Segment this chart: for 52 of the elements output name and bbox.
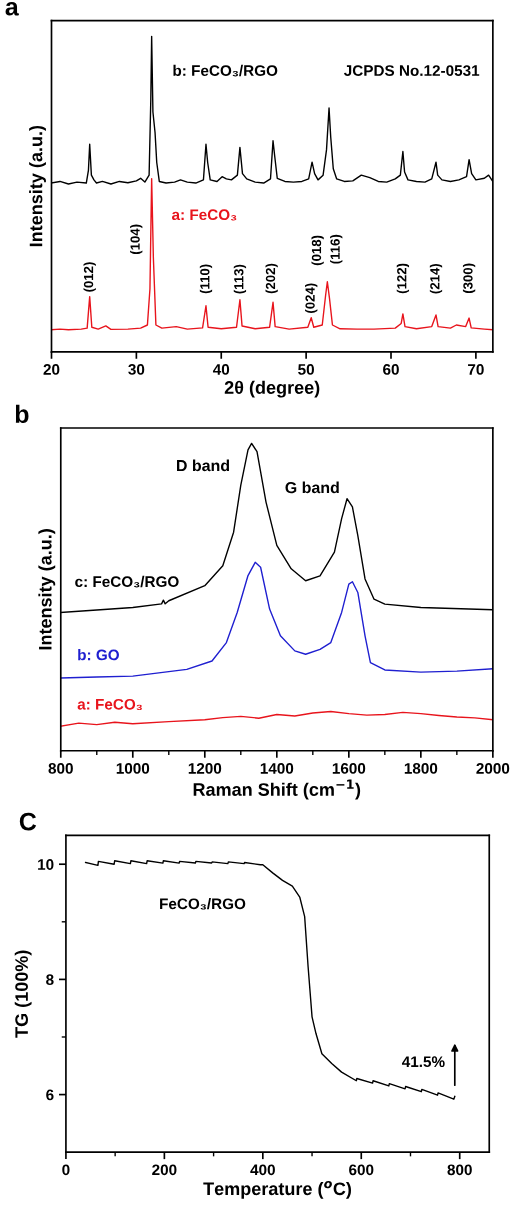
chart-title: C — [19, 812, 37, 831]
line-series — [84, 860, 456, 1100]
annotation: 41.5% — [401, 1056, 445, 1068]
annotation: JCPDS No.12-0531 — [343, 65, 480, 77]
x-axis-title: 2θ (degree) — [224, 380, 320, 398]
y-axis-title: TG (100%) — [14, 950, 32, 1038]
x-tick-label: 20 — [43, 364, 60, 375]
annotation: (214) — [429, 263, 443, 294]
x-tick-label: 600 — [349, 1164, 374, 1176]
chart-title: b — [15, 404, 29, 424]
x-tick-label: 50 — [298, 364, 314, 375]
y-tick-label: 6 — [46, 1089, 54, 1101]
x-tick-label: 400 — [250, 1164, 275, 1176]
y-axis-title: Intensity (a.u.) — [38, 529, 56, 650]
annotation: (018) — [311, 235, 324, 266]
x-axis-title: Raman Shift (cm$^{−1}$) — [193, 779, 361, 800]
x-tick-label: 1000 — [116, 763, 150, 774]
x-tick-label: 200 — [152, 1164, 177, 1176]
x-tick-label: 800 — [447, 1164, 472, 1176]
x-tick-label: 40 — [212, 364, 230, 375]
x-tick-label: 1400 — [260, 763, 294, 774]
annotation: (012) — [83, 262, 96, 292]
y-axis-title: Intensity (a.u.) — [29, 125, 46, 247]
x-tick-label: 2000 — [476, 763, 510, 774]
series-label: a: FeCO₃ — [77, 698, 142, 711]
x-tick-label: 1200 — [188, 763, 222, 774]
chart-title: a — [5, 1, 19, 16]
x-tick-label: 1600 — [332, 763, 366, 774]
annotation: (113) — [233, 264, 247, 294]
x-tick-label: 30 — [128, 364, 145, 375]
x-axis-title: Temperature ($^{o}$C) — [203, 1181, 352, 1199]
annotation: FeCO₃/RGO — [160, 897, 246, 910]
series-label: c: FeCO₃/RGO — [75, 575, 179, 588]
annotation: (300) — [462, 263, 476, 294]
y-tick-label: 8 — [46, 974, 54, 986]
x-tick-label: 70 — [468, 364, 484, 375]
annotation: (116) — [330, 234, 343, 264]
annotation: (110) — [199, 264, 213, 294]
x-tick-label: 0 — [62, 1164, 70, 1176]
series-label: b: GO — [78, 649, 119, 661]
series-label: a: FeCO₃ — [172, 209, 237, 221]
annotation: G band — [285, 481, 339, 494]
series-label: b: FeCO₃/RGO — [173, 64, 278, 77]
annotation: (104) — [130, 224, 143, 255]
x-tick-label: 60 — [383, 364, 399, 375]
y-tick-label: 10 — [38, 859, 54, 870]
annotation: (122) — [396, 263, 410, 294]
x-tick-label: 1800 — [404, 763, 438, 774]
annotation: D band — [177, 459, 230, 472]
x-tick-label: 800 — [48, 763, 73, 774]
annotation: (202) — [265, 263, 278, 294]
annotation: (024) — [305, 283, 318, 313]
